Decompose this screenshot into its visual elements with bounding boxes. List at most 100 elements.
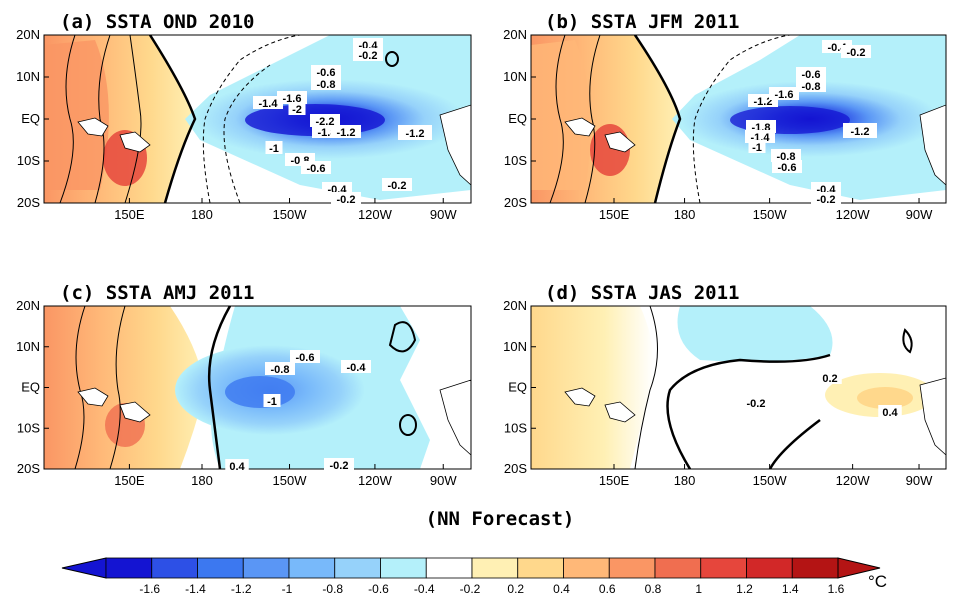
contour-label: 0.2 bbox=[822, 373, 837, 385]
colorbar-tick-label: -1.2 bbox=[231, 582, 252, 596]
colorbar-swatch bbox=[151, 557, 198, 579]
colorbar-tick-label: 1 bbox=[695, 582, 702, 596]
contour-label-bg bbox=[322, 182, 352, 195]
contour-label-bg bbox=[265, 362, 295, 375]
contour-label: -1.4 bbox=[259, 98, 279, 110]
contour-label: -1.6 bbox=[775, 89, 794, 101]
colorbar-swatch bbox=[700, 557, 747, 579]
contour-label: -0.4 bbox=[347, 362, 367, 374]
lat-tick-label: EQ bbox=[508, 111, 527, 126]
panel-b-map bbox=[531, 35, 946, 203]
lon-tick-label: 120W bbox=[358, 473, 393, 488]
contour-label-bg bbox=[310, 114, 340, 127]
colorbar-right-arrow bbox=[837, 557, 881, 579]
colorbar-tick-label: 1.2 bbox=[736, 582, 753, 596]
contour-label-bg bbox=[311, 77, 341, 90]
contour-label-bg bbox=[253, 96, 283, 109]
contour-label: -1 bbox=[267, 396, 277, 408]
lon-tick-label: 180 bbox=[674, 207, 696, 222]
contour-label: -0.8 bbox=[271, 364, 290, 376]
lat-tick-label: 20S bbox=[17, 461, 40, 476]
contour-label-bg bbox=[796, 79, 826, 92]
contour-label-bg bbox=[277, 91, 307, 104]
colorbar: -1.6 -1.4 -1.2 -1 -0.8 -0.6 -0.4 -0.2 0.2 0.4 0.6 0… bbox=[61, 557, 887, 596]
contour-label-bg bbox=[398, 125, 432, 140]
lon-tick-label: 180 bbox=[674, 473, 696, 488]
contour-label: 0.4 bbox=[229, 461, 245, 473]
lon-tick-label: 150E bbox=[599, 207, 630, 222]
colorbar-unit: °C bbox=[868, 572, 887, 591]
contour-label-bg bbox=[331, 192, 361, 205]
lat-tick-label: EQ bbox=[21, 111, 40, 126]
panel-b-title: (b) SSTA JFM 2011 bbox=[545, 11, 739, 33]
contour-label-bg bbox=[878, 405, 902, 418]
lat-tick-label: 20N bbox=[16, 298, 40, 313]
lat-tick-label: 10S bbox=[17, 420, 40, 435]
colorbar-tick-label: 0.4 bbox=[553, 582, 570, 596]
panel-d-map bbox=[531, 306, 946, 469]
contour-label-bg bbox=[769, 87, 799, 100]
contour-label: -0.6 bbox=[317, 67, 336, 79]
colorbar-tick-label: -0.4 bbox=[414, 582, 435, 596]
colorbar-swatch bbox=[654, 557, 702, 579]
contour-label-bg bbox=[225, 459, 249, 472]
colorbar-swatch bbox=[334, 557, 381, 579]
colorbar-tick-label: 1.4 bbox=[782, 582, 799, 596]
contour-label-bg bbox=[818, 371, 842, 384]
contour-label: -0.2 bbox=[359, 50, 378, 62]
lat-tick-label: 20S bbox=[504, 461, 527, 476]
contour-label: -1 bbox=[752, 142, 762, 154]
colorbar-swatch bbox=[563, 557, 610, 579]
contour-label-bg bbox=[741, 396, 771, 409]
lon-tick-label: 90W bbox=[430, 473, 457, 488]
colorbar-swatch bbox=[425, 557, 473, 579]
contour-label-bg bbox=[382, 178, 412, 191]
contour-label: -1.2 bbox=[406, 128, 425, 140]
contour-label-bg bbox=[265, 141, 283, 154]
colorbar-tick-label: -0.6 bbox=[368, 582, 389, 596]
colorbar-swatch bbox=[105, 557, 153, 579]
contour-label-bg bbox=[311, 65, 341, 78]
contour-label: -0.2 bbox=[330, 460, 349, 472]
colorbar-tick-label: 0.2 bbox=[507, 582, 524, 596]
lat-tick-label: EQ bbox=[21, 380, 40, 395]
lon-tick-label: 120W bbox=[358, 207, 393, 222]
colorbar-tick-label: -0.8 bbox=[322, 582, 343, 596]
contour-label: -0.2 bbox=[747, 398, 766, 410]
lon-tick-label: 150W bbox=[273, 207, 308, 222]
colorbar-swatch bbox=[746, 557, 793, 579]
contour-label-bg bbox=[288, 102, 306, 115]
contour-label-bg bbox=[341, 360, 371, 373]
colorbar-swatch bbox=[380, 557, 427, 579]
lon-tick-label: 180 bbox=[191, 473, 213, 488]
colorbar-swatch bbox=[608, 557, 656, 579]
contour-label-bg bbox=[843, 123, 877, 138]
contour-label-bg bbox=[748, 140, 766, 153]
lon-tick-label: 90W bbox=[430, 207, 457, 222]
lon-tick-label: 90W bbox=[906, 473, 933, 488]
colorbar-swatch bbox=[471, 557, 519, 579]
colorbar-tick-label: -1 bbox=[282, 582, 293, 596]
contour-label: -0.6 bbox=[802, 69, 821, 81]
panel-a-title: (a) SSTA OND 2010 bbox=[60, 11, 254, 33]
panel-a-map bbox=[44, 35, 471, 203]
lon-tick-label: 150W bbox=[273, 473, 308, 488]
lat-tick-label: 10N bbox=[503, 69, 527, 84]
contour-label-bg bbox=[841, 45, 871, 58]
warm-core bbox=[44, 40, 109, 190]
contour-label-bg bbox=[353, 38, 383, 51]
panel-c-title: (c) SSTA AMJ 2011 bbox=[60, 282, 254, 304]
colorbar-tick-label: -1.4 bbox=[185, 582, 206, 596]
contour-label-bg bbox=[290, 350, 320, 363]
contour-label-bg bbox=[353, 48, 383, 61]
contour-label: 0.4 bbox=[882, 407, 898, 419]
lat-tick-label: 10N bbox=[16, 69, 40, 84]
contour-label-bg bbox=[263, 394, 281, 407]
contour-label: -0.8 bbox=[802, 81, 821, 93]
contour-label: -1 bbox=[269, 143, 279, 155]
contour-label-bg bbox=[796, 67, 826, 80]
lon-tick-label: 150E bbox=[114, 207, 145, 222]
contour-labels: -0.4-0.2-0.6-0.8-1.4 -1.6-2-2.2-1.8 -1.2-1… bbox=[225, 38, 902, 473]
contour-label-bg bbox=[301, 161, 331, 174]
